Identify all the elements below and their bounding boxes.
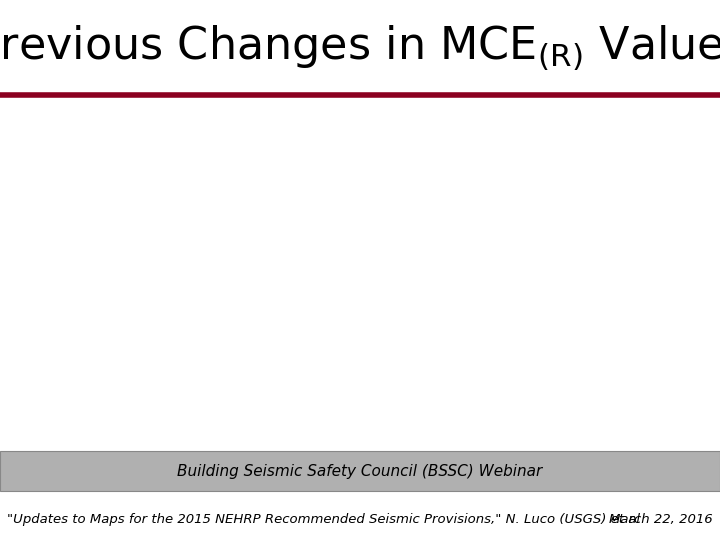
FancyBboxPatch shape xyxy=(0,451,720,491)
Text: "Updates to Maps for the 2015 NEHRP Recommended Seismic Provisions," N. Luco (US: "Updates to Maps for the 2015 NEHRP Reco… xyxy=(7,513,640,526)
Text: Building Seismic Safety Council (BSSC) Webinar: Building Seismic Safety Council (BSSC) W… xyxy=(177,464,543,478)
Text: Previous Changes in MCE$_{\mathregular{(R)}}$ Values: Previous Changes in MCE$_{\mathregular{(… xyxy=(0,24,720,73)
Text: March 22, 2016: March 22, 2016 xyxy=(609,513,713,526)
